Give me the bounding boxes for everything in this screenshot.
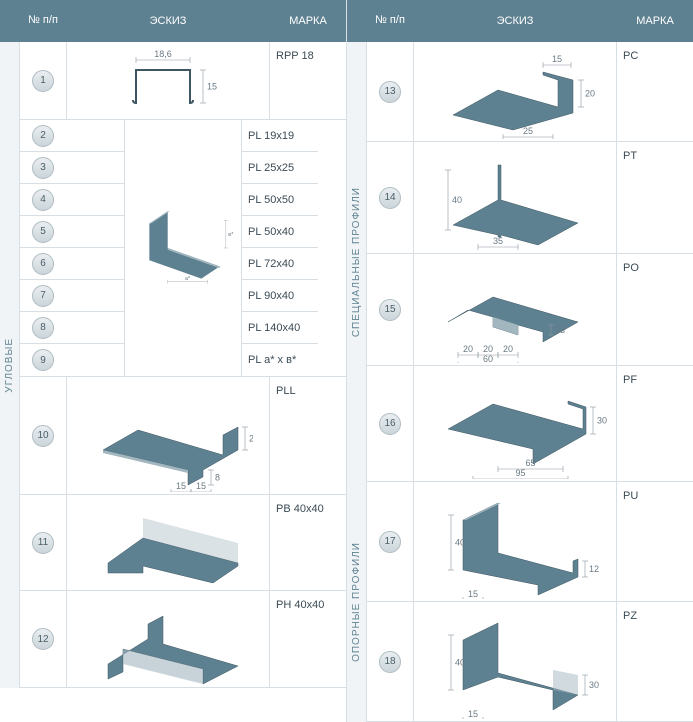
row-num: 8 (20, 312, 66, 343)
row-num: 15 (367, 254, 413, 365)
marka: PB 40x40 (270, 495, 346, 590)
sketch: 15 20 25 (413, 42, 617, 141)
table-row: 12 PH 40x40 (20, 591, 346, 688)
header-marka: МАРКА (617, 15, 693, 27)
table-row-group: 23456789 a* в* PL 19x19PL 25x25PL 50x50P… (20, 120, 346, 377)
table-row: 1 18,6 15 RPP 18 (20, 42, 346, 120)
marka: PL 50x50 (242, 184, 318, 216)
svg-text:a*: a* (185, 276, 191, 282)
marka: PU (617, 482, 693, 601)
row-num: 4 (20, 184, 66, 215)
table-row: 13 15 20 25 PC (367, 42, 693, 142)
table-row: 18 40 30 15 PZ (367, 602, 693, 722)
table-row: 16 30 65 95 PF (367, 366, 693, 482)
row-num: 14 (367, 142, 413, 253)
sketch: 40 35 (413, 142, 617, 253)
marka: PL 50x40 (242, 216, 318, 248)
row-num: 11 (20, 495, 66, 590)
marka: PL 72x40 (242, 248, 318, 280)
sketch: 40 30 15 (413, 602, 617, 721)
svg-text:95: 95 (515, 468, 525, 478)
svg-text:40: 40 (455, 657, 465, 667)
sketch (66, 591, 270, 687)
row-num: 16 (367, 366, 413, 481)
svg-text:30: 30 (589, 680, 599, 690)
svg-text:20: 20 (585, 88, 595, 98)
sketch: 18,6 15 (66, 42, 270, 119)
svg-text:35: 35 (492, 236, 502, 246)
table-row: 14 40 35 PT (367, 142, 693, 254)
marka: PT (617, 142, 693, 253)
right-half: № п/п ЭСКИЗ МАРКА СПЕЦИАЛЬНЫЕ ПРОФИЛИ 13… (347, 0, 693, 722)
row-num: 7 (20, 280, 66, 311)
sketch (66, 495, 270, 590)
svg-text:15: 15 (551, 54, 561, 64)
svg-text:8: 8 (215, 472, 220, 482)
marka: PLL (270, 377, 346, 494)
row-num: 12 (20, 591, 66, 687)
marka: RPP 18 (270, 42, 346, 119)
table-row: 17 40 12 15 PU (367, 482, 693, 602)
table-row: 15 13 20 20 20 60 PO (367, 254, 693, 366)
svg-text:15: 15 (196, 481, 206, 491)
marka: PC (617, 42, 693, 141)
svg-text:40: 40 (455, 537, 465, 547)
table-row: 10 25 8 15 15 PLL (20, 377, 346, 495)
row-num: 17 (367, 482, 413, 601)
svg-text:12: 12 (589, 564, 599, 574)
svg-text:30: 30 (597, 415, 607, 425)
header-sketch: ЭСКИЗ (66, 15, 270, 27)
header-marka: МАРКА (270, 15, 346, 27)
row-num: 1 (20, 42, 66, 119)
svg-text:18,6: 18,6 (154, 49, 172, 59)
svg-text:60: 60 (482, 354, 492, 363)
marka: PL 25x25 (242, 152, 318, 184)
sketch: 13 20 20 20 60 (413, 254, 617, 365)
svg-text:20: 20 (462, 344, 472, 354)
header-num: № п/п (367, 14, 413, 27)
header-num: № п/п (20, 14, 66, 27)
sketch: a* в* (124, 120, 242, 376)
sketch: 30 65 95 (413, 366, 617, 481)
marka: PF (617, 366, 693, 481)
row-num: 6 (20, 248, 66, 279)
sketch: 25 8 15 15 (66, 377, 270, 494)
svg-text:15: 15 (207, 81, 217, 91)
header-right: № п/п ЭСКИЗ МАРКА (347, 0, 693, 42)
marka: PZ (617, 602, 693, 721)
row-num: 2 (20, 120, 66, 151)
row-num: 13 (367, 42, 413, 141)
category-left: УГЛОВЫЕ (0, 42, 20, 688)
marka: PL 90x40 (242, 280, 318, 312)
row-num: 18 (367, 602, 413, 721)
svg-text:20: 20 (482, 344, 492, 354)
header-left: № п/п ЭСКИЗ МАРКА (0, 0, 346, 42)
svg-text:25: 25 (249, 433, 253, 443)
marka: PL 19x19 (242, 120, 318, 152)
svg-text:25: 25 (522, 126, 532, 136)
marka: PH 40x40 (270, 591, 346, 687)
marka: PO (617, 254, 693, 365)
table-row: 11 PB 40x40 (20, 495, 346, 591)
sketch: 40 12 15 (413, 482, 617, 601)
svg-text:15: 15 (467, 709, 477, 719)
marka: PL 140x40 (242, 312, 318, 344)
svg-text:13: 13 (555, 325, 565, 335)
svg-text:в*: в* (228, 232, 234, 238)
row-num: 3 (20, 152, 66, 183)
svg-text:15: 15 (467, 589, 477, 599)
row-num: 9 (20, 344, 66, 376)
svg-text:65: 65 (525, 458, 535, 468)
left-half: № п/п ЭСКИЗ МАРКА УГЛОВЫЕ 1 18,6 15 RPP … (0, 0, 347, 722)
row-num: 10 (20, 377, 66, 494)
marka: PL a* x в* (242, 344, 318, 376)
row-num: 5 (20, 216, 66, 247)
header-sketch: ЭСКИЗ (413, 15, 617, 27)
svg-text:40: 40 (452, 195, 462, 205)
profile-table: № п/п ЭСКИЗ МАРКА УГЛОВЫЕ 1 18,6 15 RPP … (0, 0, 693, 722)
category-right-2: ОПОРНЫЕ ПРОФИЛИ (347, 482, 367, 722)
svg-text:20: 20 (502, 344, 512, 354)
svg-text:15: 15 (176, 481, 186, 491)
category-right-1: СПЕЦИАЛЬНЫЕ ПРОФИЛИ (347, 42, 367, 482)
